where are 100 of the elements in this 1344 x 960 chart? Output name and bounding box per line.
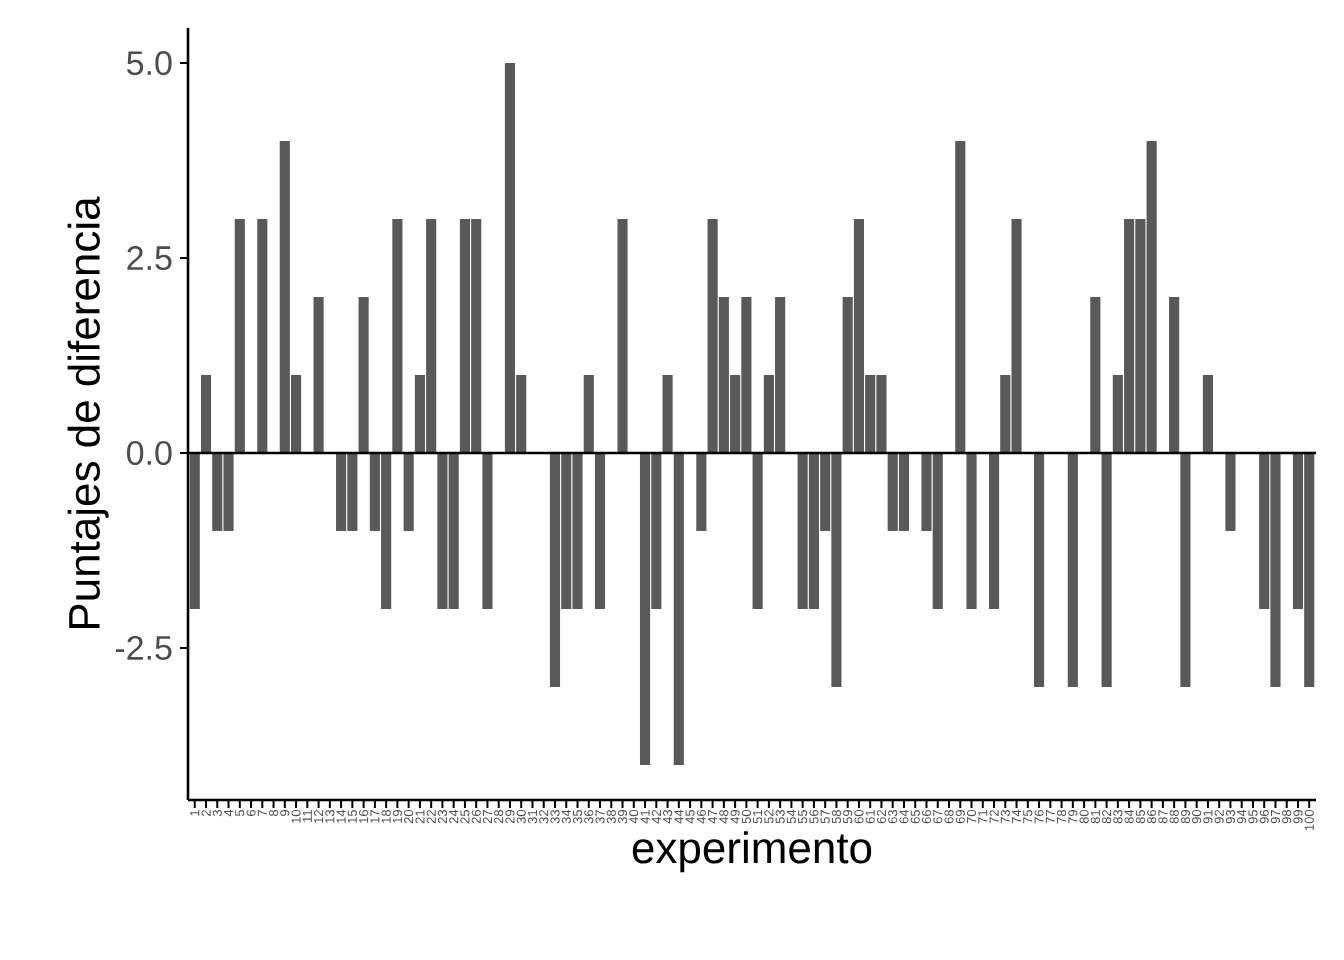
bar: [1225, 452, 1236, 531]
x-tick-label: 84: [1124, 809, 1134, 824]
bar: [189, 452, 200, 609]
x-tick-label: 2: [201, 810, 211, 816]
x-tick-label: 46: [696, 809, 706, 824]
x-tick-label: 51: [753, 810, 763, 824]
x-tick-label: 56: [809, 809, 819, 824]
x-axis-title: experimento: [632, 831, 872, 873]
x-tick-label: 88: [1169, 809, 1179, 824]
x-tick-label: 83: [1113, 809, 1123, 824]
x-tick-label: 14: [336, 809, 346, 823]
x-tick-label: 39: [617, 810, 628, 824]
x-tick-label: 5: [235, 809, 245, 817]
bar: [662, 375, 673, 453]
bar: [696, 452, 707, 531]
x-tick-label: 86: [1147, 809, 1157, 824]
x-tick-label: 71: [978, 810, 988, 824]
y-axis-title: Puntajes de diferencia: [67, 196, 109, 629]
x-tick-label: 92: [1214, 810, 1224, 824]
x-tick-label: 7: [257, 810, 267, 816]
x-tick-label: 87: [1158, 810, 1168, 824]
x-tick-label: 3: [212, 809, 222, 817]
x-tick-label: 89: [1180, 810, 1191, 824]
x-tick-label: 65: [910, 809, 920, 824]
bar: [1033, 452, 1045, 687]
x-tick-label: 41: [640, 810, 650, 824]
x-tick-label: 91: [1203, 810, 1213, 824]
x-tick-label: 36: [584, 809, 594, 824]
x-tick-label: 29: [505, 810, 515, 824]
x-tick-label: 13: [325, 809, 335, 823]
x-tick-label: 18: [381, 809, 391, 823]
x-tick-label: 43: [662, 809, 673, 824]
x-tick-label: 31: [527, 810, 538, 824]
bar: [257, 219, 268, 453]
x-tick-label: 93: [1225, 809, 1236, 824]
x-tick-label: 16: [359, 809, 369, 823]
y-tick-label: 2.5: [127, 246, 172, 271]
x-tick-label: 1: [190, 810, 200, 816]
bar: [1180, 452, 1191, 687]
x-tick-label: 53: [775, 809, 785, 824]
x-tick-label: 60: [854, 809, 864, 824]
x-tick-label: 95: [1248, 809, 1258, 824]
x-tick-label: 90: [1192, 809, 1202, 824]
x-tick-label: 10: [291, 809, 301, 823]
x-tick-label: 98: [1282, 809, 1292, 824]
x-tick-label: 80: [1079, 809, 1089, 824]
x-tick-label: 4: [224, 809, 233, 817]
bar: [583, 375, 594, 453]
x-tick-label: 79: [1068, 810, 1078, 824]
x-tick-label: 34: [561, 809, 571, 824]
x-tick-label: 26: [471, 809, 481, 824]
x-tick-label: 47: [708, 810, 718, 824]
x-tick-label: 57: [820, 810, 830, 824]
x-tick-label: 64: [899, 809, 909, 824]
bar: [313, 297, 324, 453]
x-tick-label: 58: [831, 809, 842, 824]
bar: [1169, 297, 1180, 453]
x-tick-label: 40: [629, 809, 639, 824]
x-tick-label: 78: [1056, 809, 1067, 824]
x-tick-label: 20: [404, 809, 414, 824]
y-tick-label: 5.0: [127, 51, 172, 76]
bar: [673, 452, 684, 765]
bar: [482, 452, 493, 609]
x-tick-label: 62: [876, 810, 887, 824]
bar: [392, 219, 403, 453]
x-tick-label: 66: [921, 809, 932, 824]
x-tick-label: 81: [1090, 810, 1100, 824]
x-tick-label: 72: [989, 810, 999, 824]
bar: [448, 452, 459, 609]
x-tick-label: 82: [1102, 810, 1112, 824]
x-tick-label: 69: [955, 810, 965, 824]
x-tick-label: 55: [798, 809, 808, 824]
x-tick-label: 99: [1293, 810, 1303, 824]
bar: [752, 452, 763, 609]
bar: [1202, 375, 1213, 453]
bar: [988, 452, 1000, 609]
x-tick-label: 54: [786, 809, 796, 824]
x-tick-label: 22: [426, 810, 436, 824]
x-tick-label: 25: [460, 809, 470, 824]
x-tick-label: 19: [392, 810, 402, 823]
x-tick-label: 6: [246, 809, 256, 816]
x-tick-label: 77: [1045, 810, 1055, 824]
bar: [594, 452, 606, 609]
x-tick-label: 49: [730, 810, 740, 824]
x-tick-label: 32: [539, 810, 549, 824]
x-tick-label: 9: [280, 810, 290, 817]
bar: [1146, 141, 1157, 453]
x-tick-label: 37: [595, 810, 605, 824]
bar: [234, 219, 245, 453]
x-tick-label: 42: [651, 810, 661, 824]
bar: [437, 452, 448, 609]
x-tick-label: 28: [494, 809, 504, 824]
x-tick-label: 63: [888, 809, 898, 824]
x-tick-label: 21: [415, 810, 425, 824]
bar: [403, 452, 414, 531]
x-tick-label: 48: [719, 809, 729, 824]
x-tick-label: 33: [550, 809, 560, 824]
x-tick-label: 38: [606, 809, 616, 824]
x-tick-label: 59: [843, 810, 853, 824]
bar: [966, 452, 977, 609]
